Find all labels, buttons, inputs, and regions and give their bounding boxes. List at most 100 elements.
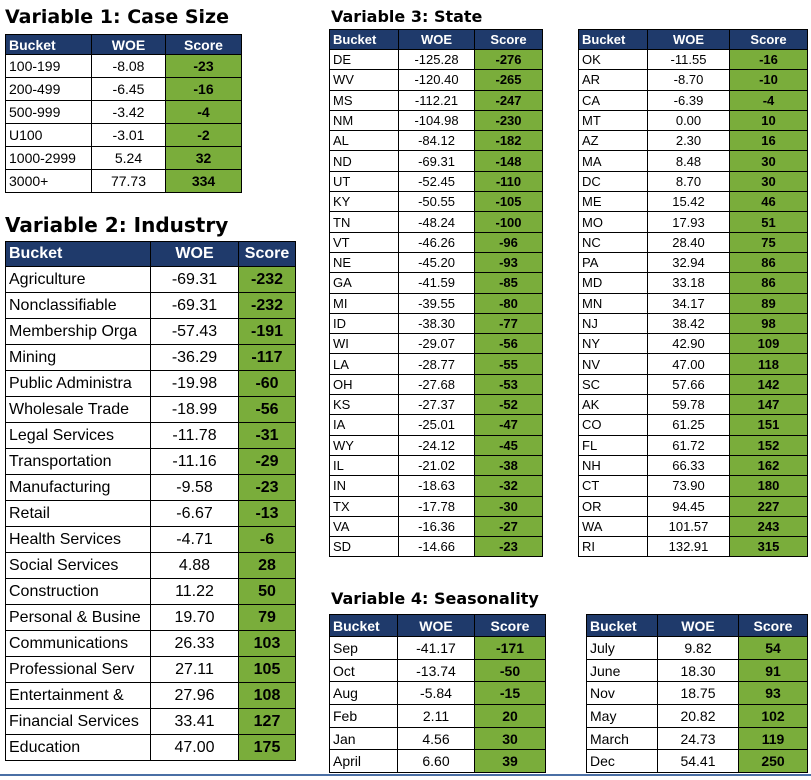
table-row: Retail -6.67 -13 [5, 500, 296, 527]
score-cell: -53 [474, 373, 543, 396]
woe-cell: -8.70 [647, 69, 730, 91]
table-row: Financial Services 33.41 127 [5, 708, 296, 735]
table-row: April 6.60 39 [329, 749, 546, 774]
table-row: MA 8.48 30 [578, 150, 808, 172]
table-row: CT 73.90 180 [578, 475, 808, 497]
table-row: OK -11.55 -16 [578, 48, 808, 71]
bucket-cell: April [329, 749, 398, 774]
bucket-cell: WY [329, 434, 399, 456]
score-cell: -265 [474, 69, 543, 91]
bucket-cell: DE [329, 48, 399, 71]
score-cell: -171 [474, 636, 546, 660]
bucket-cell: Manufacturing [5, 474, 151, 501]
score-cell: 30 [729, 170, 808, 193]
woe-cell: 2.30 [647, 130, 730, 152]
table-row: MO 17.93 51 [578, 211, 808, 233]
score-cell: 108 [238, 682, 296, 709]
score-header: Score [238, 241, 296, 267]
table-row: Oct -13.74 -50 [329, 658, 546, 683]
woe-cell: 20.82 [657, 704, 739, 728]
bucket-cell: Transportation [5, 448, 151, 475]
score-cell: -50 [474, 658, 546, 683]
score-cell: -93 [474, 251, 543, 274]
table-row: Nonclassifiable -69.31 -232 [5, 292, 296, 319]
woe-cell: 9.82 [657, 636, 739, 660]
woe-cell: -24.12 [398, 434, 475, 456]
bucket-cell: Dec [586, 749, 658, 774]
table-row: WV -120.40 -265 [329, 69, 543, 91]
woe-cell: 17.93 [647, 211, 730, 233]
woe-cell: -41.59 [398, 272, 475, 294]
score-cell: -2 [165, 123, 242, 147]
bucket-cell: TN [329, 211, 399, 233]
table-row: MS -112.21 -247 [329, 89, 543, 111]
table-row: Dec 54.41 250 [586, 749, 808, 774]
bucket-cell: MO [578, 211, 648, 233]
table-row: Sep -41.17 -171 [329, 636, 546, 660]
bucket-header: Bucket [586, 614, 658, 637]
score-cell: -182 [474, 130, 543, 152]
bucket-cell: FL [578, 434, 648, 456]
woe-cell: 73.90 [647, 475, 730, 497]
score-cell: 16 [729, 130, 808, 152]
bucket-cell: OH [329, 373, 399, 396]
woe-cell: -13.74 [397, 658, 475, 683]
score-cell: -56 [238, 396, 296, 423]
bucket-cell: NM [329, 109, 399, 132]
woe-cell: 18.75 [657, 681, 739, 706]
woe-cell: -28.77 [398, 353, 475, 375]
table-row: IA -25.01 -47 [329, 414, 543, 436]
woe-cell: -45.20 [398, 251, 475, 274]
score-cell: 147 [729, 394, 808, 416]
bucket-cell: KY [329, 191, 399, 213]
score-cell: 30 [474, 726, 546, 751]
bucket-cell: AR [578, 69, 648, 91]
score-cell: -23 [238, 474, 296, 501]
bucket-cell: Wholesale Trade [5, 396, 151, 423]
woe-cell: -69.31 [150, 292, 239, 319]
score-cell: 10 [729, 109, 808, 132]
woe-cell: 61.25 [647, 414, 730, 436]
bucket-cell: WA [578, 515, 648, 538]
table-row: 1000-2999 5.24 32 [5, 146, 242, 170]
score-cell: -30 [474, 495, 543, 517]
table-row: CA -6.39 -4 [578, 89, 808, 111]
table-row: SC 57.66 142 [578, 373, 808, 396]
table-row: Transportation -11.16 -29 [5, 448, 296, 475]
table-row: Aug -5.84 -15 [329, 681, 546, 706]
woe-cell: -16.36 [398, 515, 475, 538]
table-row: DE -125.28 -276 [329, 48, 543, 71]
table-row: MD 33.18 86 [578, 272, 808, 294]
woe-cell: 15.42 [647, 191, 730, 213]
woe-cell: 66.33 [647, 454, 730, 477]
score-cell: -38 [474, 454, 543, 477]
woe-cell: 19.70 [150, 604, 239, 631]
score-cell: 46 [729, 191, 808, 213]
bucket-cell: IL [329, 454, 399, 477]
bucket-cell: Health Services [5, 526, 151, 553]
score-cell: 243 [729, 515, 808, 538]
score-cell: 28 [238, 552, 296, 579]
bucket-cell: MI [329, 292, 399, 314]
woe-header: WOE [150, 241, 239, 267]
score-cell: -56 [474, 333, 543, 355]
table-row: Membership Orga -57.43 -191 [5, 318, 296, 345]
table-row: NJ 38.42 98 [578, 312, 808, 335]
bucket-cell: OK [578, 48, 648, 71]
table-row: MN 34.17 89 [578, 292, 808, 314]
score-cell: 103 [238, 630, 296, 657]
woe-cell: -29.07 [398, 333, 475, 355]
bucket-cell: Feb [329, 704, 398, 728]
woe-cell: -21.02 [398, 454, 475, 477]
woe-cell: 18.30 [657, 658, 739, 683]
bucket-cell: NY [578, 333, 648, 355]
score-cell: 109 [729, 333, 808, 355]
score-cell: 39 [474, 749, 546, 774]
bucket-cell: June [586, 658, 658, 683]
score-cell: -31 [238, 422, 296, 449]
table-row: VA -16.36 -27 [329, 515, 543, 538]
bucket-cell: IN [329, 475, 399, 497]
score-cell: -60 [238, 370, 296, 397]
table-row: Entertainment & 27.96 108 [5, 682, 296, 709]
seasonality-table-left: Bucket WOE Score Sep -41.17 -171 Oct -13.74-… [329, 614, 546, 774]
